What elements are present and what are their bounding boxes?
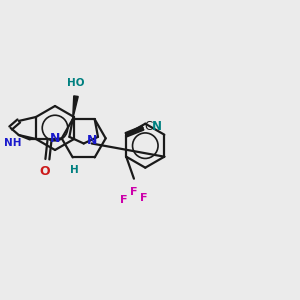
Text: H: H <box>70 165 79 176</box>
Text: F: F <box>120 195 128 205</box>
Text: N: N <box>50 132 60 145</box>
Text: C: C <box>145 120 153 133</box>
Text: F: F <box>140 193 148 203</box>
Text: F: F <box>130 187 138 197</box>
Polygon shape <box>73 96 78 119</box>
Text: N: N <box>152 120 162 133</box>
Text: O: O <box>39 165 50 178</box>
Text: N: N <box>86 134 97 147</box>
Text: HO: HO <box>67 78 85 88</box>
Text: NH: NH <box>4 138 21 148</box>
